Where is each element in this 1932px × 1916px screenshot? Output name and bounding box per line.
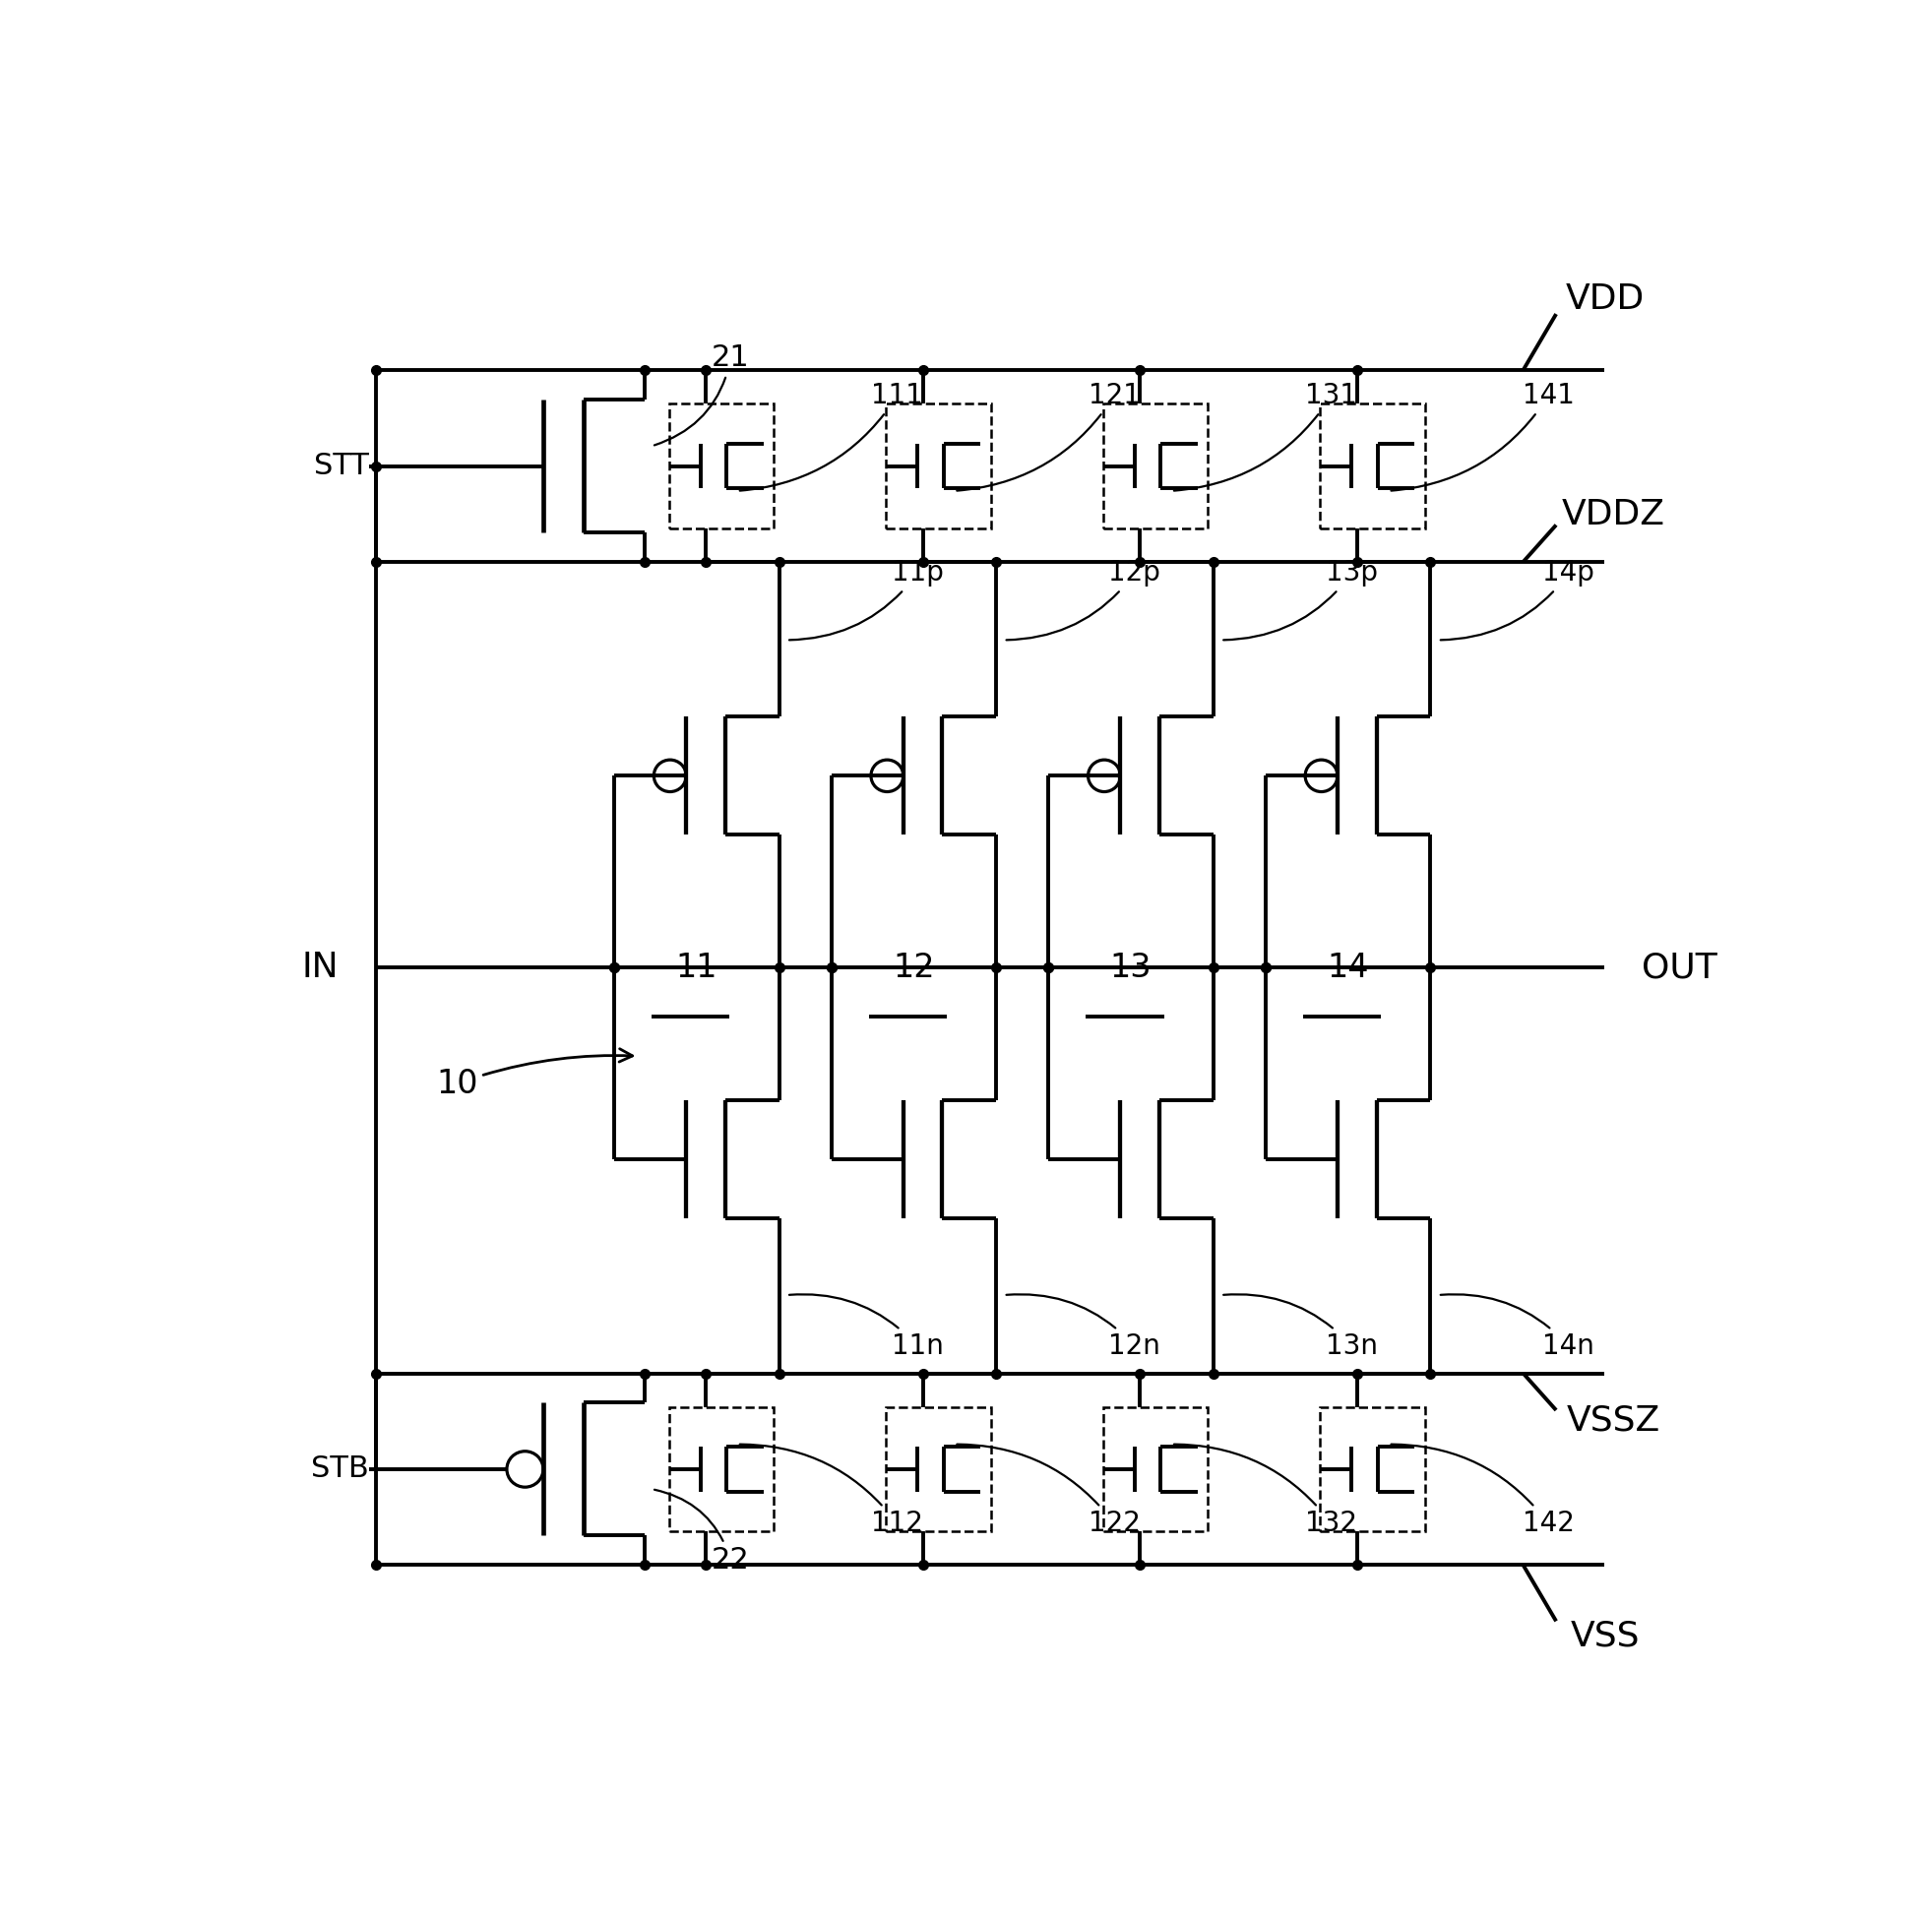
Text: IN: IN	[301, 950, 338, 985]
Bar	[1320, 404, 1426, 529]
Text: 132: 132	[1175, 1445, 1358, 1537]
Text: 13n: 13n	[1223, 1295, 1378, 1360]
Bar	[887, 1406, 991, 1531]
Bar	[1103, 404, 1208, 529]
Text: 12: 12	[893, 952, 935, 983]
Text: 131: 131	[1175, 381, 1358, 490]
Text: 14p: 14p	[1441, 559, 1594, 640]
Bar	[1320, 1406, 1426, 1531]
Text: 13: 13	[1111, 952, 1151, 983]
Text: VSSZ: VSSZ	[1567, 1404, 1660, 1437]
Text: VDDZ: VDDZ	[1561, 498, 1665, 531]
Text: 22: 22	[655, 1489, 750, 1575]
Text: 14n: 14n	[1441, 1295, 1594, 1360]
Text: 14: 14	[1327, 952, 1370, 983]
Text: 12n: 12n	[1007, 1295, 1161, 1360]
Text: 111: 111	[740, 381, 923, 490]
Text: 11: 11	[676, 952, 717, 983]
Text: 11n: 11n	[790, 1295, 943, 1360]
Text: VDD: VDD	[1567, 282, 1644, 316]
Text: VSS: VSS	[1571, 1619, 1640, 1654]
Text: 10: 10	[437, 1048, 632, 1100]
Text: OUT: OUT	[1642, 950, 1718, 985]
Text: 21: 21	[655, 343, 750, 445]
Bar	[668, 404, 775, 529]
Text: STT: STT	[313, 452, 369, 481]
Text: 12p: 12p	[1007, 559, 1161, 640]
Bar	[887, 404, 991, 529]
Text: 122: 122	[956, 1445, 1140, 1537]
Text: STB: STB	[311, 1454, 369, 1483]
Text: 142: 142	[1391, 1445, 1575, 1537]
Bar	[668, 1406, 775, 1531]
Text: 11p: 11p	[790, 559, 943, 640]
Text: 112: 112	[740, 1445, 923, 1537]
Text: 121: 121	[956, 381, 1140, 490]
Bar	[1103, 1406, 1208, 1531]
Text: 141: 141	[1391, 381, 1575, 490]
Text: 13p: 13p	[1223, 559, 1378, 640]
